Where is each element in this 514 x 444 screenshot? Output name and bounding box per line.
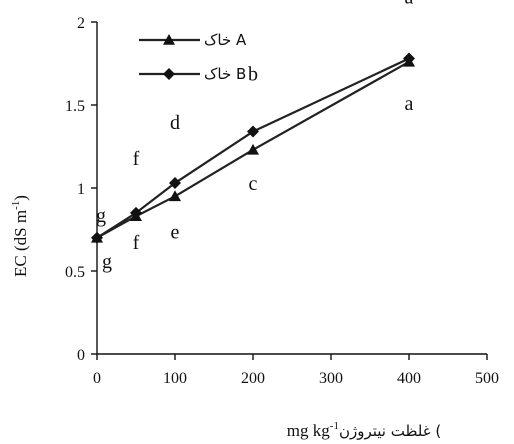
sig-letter-a: f [133, 232, 140, 254]
x-tick-label: 100 [163, 370, 187, 387]
y-axis-title: EC (dS m-1) [10, 195, 30, 277]
series-b [91, 52, 415, 244]
y-tick-label: 2 [77, 15, 85, 32]
diamond-marker [130, 206, 142, 219]
x-tick-label: 300 [319, 370, 343, 387]
sig-letter-a: g [102, 251, 112, 273]
y-tick-label: 0 [77, 347, 85, 364]
diamond-marker [169, 177, 181, 190]
sig-letter-b: f [133, 148, 140, 170]
x-axis-title: mg kg-1غلظت نيتروژن ( [287, 420, 441, 440]
ticks-group: 0 100 200 300 400 500 0 0.5 1 1.5 2 [65, 15, 499, 387]
x-tick-label: 500 [475, 370, 499, 387]
sig-letter-b: g [96, 205, 106, 227]
diamond-marker [403, 52, 415, 65]
sig-letter-a: e [171, 221, 180, 243]
axes [96, 22, 487, 355]
triangle-marker [247, 143, 259, 155]
triangle-marker [169, 190, 181, 202]
sig-letter-b: a [405, 0, 414, 9]
legend: خاک A خاک B [139, 31, 247, 83]
x-tick-label: 200 [241, 370, 265, 387]
sig-letter-a: c [249, 173, 258, 195]
x-tick-label: 400 [397, 370, 421, 387]
triangle-marker [163, 34, 175, 45]
y-tick-label: 1.5 [65, 98, 85, 115]
sig-letter-b: d [170, 112, 180, 134]
x-tick-label: 0 [93, 370, 101, 387]
diamond-marker [163, 68, 175, 80]
significance-letters: gfdbagfeca [96, 0, 414, 273]
series-group [91, 52, 415, 244]
y-tick-label: 0.5 [65, 264, 85, 281]
diamond-marker [91, 231, 103, 244]
legend-label: خاک A [204, 31, 247, 49]
diamond-marker [247, 125, 259, 138]
legend-label: خاک B [204, 65, 246, 83]
sig-letter-b: b [248, 64, 258, 86]
y-tick-label: 1 [77, 181, 85, 198]
sig-letter-a: a [405, 93, 414, 115]
